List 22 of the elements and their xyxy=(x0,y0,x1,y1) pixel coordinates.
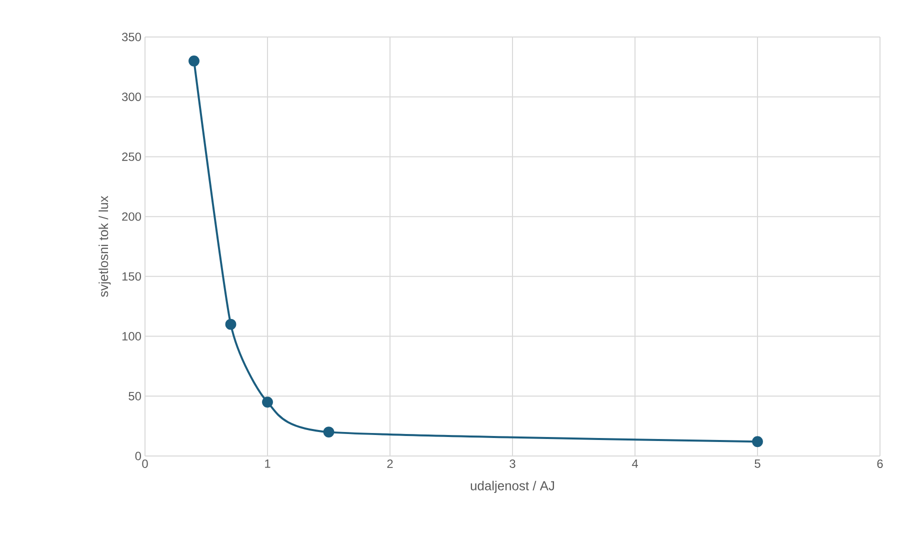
y-tick-label: 150 xyxy=(122,272,142,281)
x-tick-label: 3 xyxy=(510,460,516,468)
point xyxy=(188,55,200,66)
point xyxy=(225,318,236,330)
x-tick-label: 4 xyxy=(632,460,638,468)
y-tick-label: 350 xyxy=(122,32,142,42)
y-tick-label: 250 xyxy=(122,152,142,161)
y-tick-label: 300 xyxy=(122,92,142,102)
y-tick-label: 200 xyxy=(122,212,142,221)
x-tick-label: 0 xyxy=(142,460,148,468)
point xyxy=(752,436,763,448)
y-tick-label: 50 xyxy=(128,392,142,400)
x-tick-label: 2 xyxy=(387,460,393,468)
point xyxy=(323,426,334,438)
y-tick-label: 100 xyxy=(122,332,142,341)
x-tick-label: 6 xyxy=(877,460,883,468)
x-axis-title: udaljenost / AJ xyxy=(470,480,554,493)
y-axis-title: svjetlosni tok / lux xyxy=(98,196,111,297)
y-tick-label: 0 xyxy=(135,452,142,460)
x-tick-label: 1 xyxy=(265,460,270,468)
point xyxy=(262,396,273,408)
x-tick-label: 5 xyxy=(754,460,760,468)
